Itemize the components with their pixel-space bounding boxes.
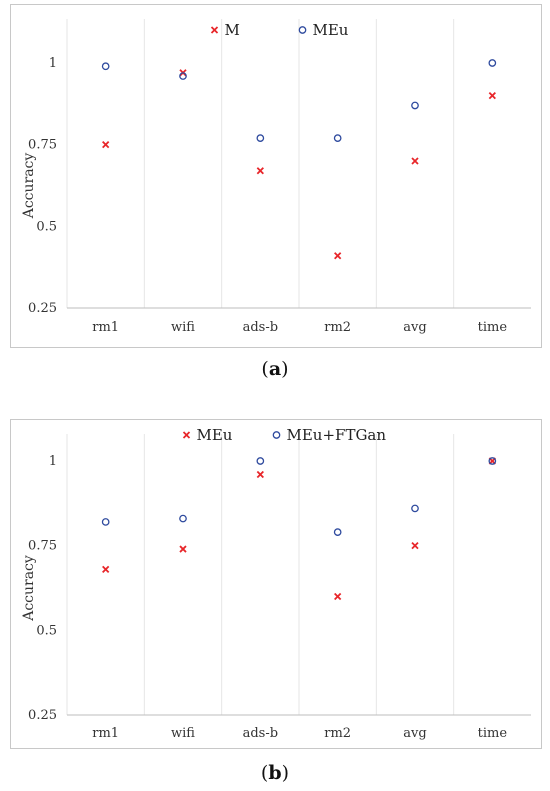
chart-a-y-axis-label: Accuracy: [21, 153, 37, 220]
chart-b-y-tick-label: 0.25: [28, 708, 57, 723]
chart-a-point-series2: [411, 101, 419, 110]
chart-b-x-tick-label: ads-b: [243, 726, 278, 741]
chart-a-point-series2: [179, 72, 187, 80]
chart-a-point-series2: [333, 134, 342, 142]
chart-b-point-series2: [256, 457, 265, 465]
caption-a-close: ): [281, 358, 289, 380]
chart-panel-b: 0.25 0.5 0.75 1 rm1 wifi ads-b rm2 avg time Accura…: [10, 419, 542, 749]
chart-a-point-series1: [256, 167, 264, 175]
chart-a-point-series2: [488, 59, 497, 67]
chart-a-point-series1: [102, 141, 110, 149]
chart-a-point-series2: [101, 62, 110, 71]
chart-b-y-axis-label: Accuracy: [21, 555, 37, 622]
chart-a-point-series1: [334, 252, 342, 260]
chart-b-x-tick-label: time: [478, 726, 508, 741]
chart-b-point-series2: [488, 457, 497, 465]
chart-b-y-tick-label: 0.75: [28, 539, 57, 554]
chart-a-x-tick-label: rm2: [324, 320, 351, 335]
chart-b-y-tick-label: 1: [49, 454, 57, 469]
chart-b-legend-marker: [272, 431, 281, 439]
chart-b-point-series2: [411, 504, 419, 513]
chart-a-x-tick-label: rm1: [92, 320, 119, 335]
chart-b-x-tick-label: avg: [403, 726, 426, 741]
chart-a-x-tick-label: time: [478, 320, 508, 335]
caption-b-letter: b: [268, 762, 282, 784]
chart-b-point-series1: [334, 592, 342, 601]
caption-a-letter: a: [268, 358, 282, 380]
chart-b-svg: 0.25 0.5 0.75 1 rm1 wifi ads-b rm2 avg time Accura…: [21, 426, 531, 741]
chart-b-x-tick-label: wifi: [171, 726, 195, 741]
chart-a-svg: 0.25 0.5 0.75 1 rm1 wifi ads-b rm2 avg time Accura…: [21, 19, 531, 335]
chart-b-y-tick-label: 0.5: [36, 623, 57, 638]
chart-panel-a: 0.25 0.5 0.75 1 rm1 wifi ads-b rm2 avg time Accura…: [10, 4, 542, 348]
caption-a-open: (: [261, 358, 269, 380]
chart-a-x-tick-label: ads-b: [243, 320, 278, 335]
caption-b: (b): [0, 762, 550, 784]
chart-b-x-tick-label: rm1: [92, 726, 119, 741]
chart-a-x-tick-label: avg: [403, 320, 426, 335]
chart-b-x-tick-label: rm2: [324, 726, 351, 741]
chart-a-legend-label: MEu: [313, 21, 349, 39]
chart-b-point-series1: [256, 470, 264, 479]
chart-b-legend-label: MEu+FTGan: [287, 426, 387, 444]
caption-b-open: (: [260, 762, 269, 784]
caption-b-close: ): [281, 762, 290, 784]
caption-a: (a): [0, 358, 550, 380]
chart-b-point-series1: [179, 545, 187, 553]
chart-b-legend-label: MEu: [197, 426, 233, 444]
chart-a-x-tick-label: wifi: [171, 320, 195, 335]
chart-b-point-series2: [333, 528, 342, 536]
chart-a-legend: M MEu: [210, 21, 349, 39]
chart-b-legend: MEu MEu+FTGan: [182, 426, 387, 444]
chart-a-legend-marker: [298, 26, 307, 34]
chart-a-point-series1: [488, 92, 496, 100]
chart-a-y-tick-label: 1: [49, 56, 57, 71]
chart-a-point-series1: [411, 157, 419, 165]
chart-b-point-series1: [411, 542, 419, 550]
chart-a-point-series2: [256, 134, 265, 142]
chart-b-legend-marker: [182, 431, 191, 439]
chart-a-y-tick-label: 0.25: [28, 301, 57, 316]
chart-b-point-series1: [102, 565, 110, 574]
chart-b-point-series2: [179, 514, 187, 523]
chart-b-point-series2: [101, 518, 110, 526]
chart-a-legend-label: M: [225, 21, 240, 39]
chart-a-y-tick-label: 0.75: [28, 138, 57, 153]
chart-a-y-tick-label: 0.5: [36, 219, 57, 234]
chart-a-legend-marker: [210, 26, 219, 34]
